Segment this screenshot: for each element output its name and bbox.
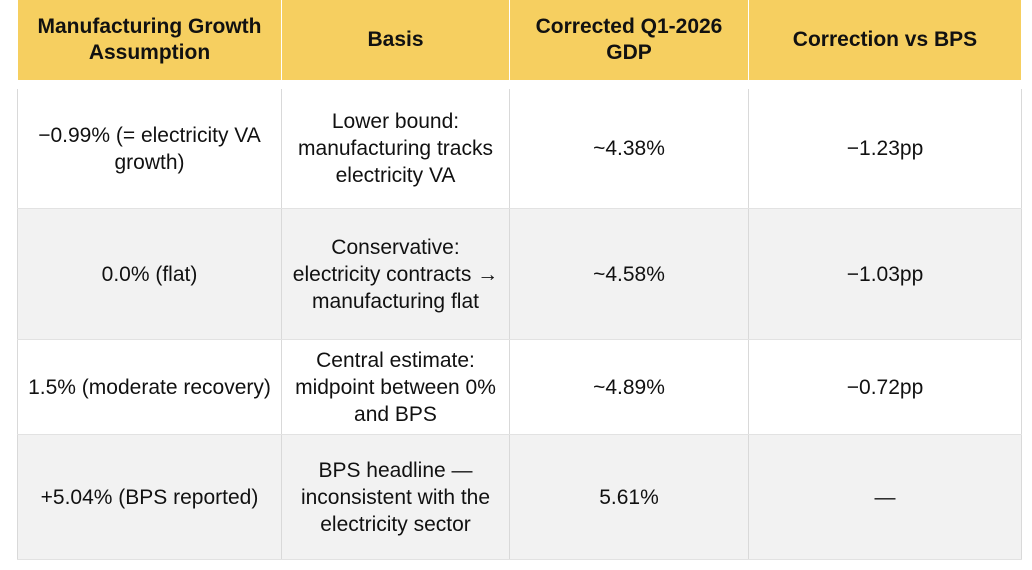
cell-corrected-gdp: ~4.38%	[509, 89, 749, 209]
header-manufacturing-growth-assumption: Manufacturing Growth Assumption	[17, 0, 282, 80]
cell-assumption: 1.5% (moderate recovery)	[17, 339, 282, 435]
gdp-correction-table: Manufacturing Growth Assumption Basis Co…	[17, 0, 1022, 560]
cell-correction: —	[748, 434, 1022, 560]
table-row: 0.0% (flat) Conservative: electricity co…	[17, 208, 1022, 340]
cell-basis: Central estimate: midpoint between 0% an…	[281, 339, 510, 435]
cell-corrected-gdp: ~4.58%	[509, 208, 749, 340]
table-row: +5.04% (BPS reported) BPS headline — inc…	[17, 434, 1022, 560]
header-corrected-gdp: Corrected Q1-2026 GDP	[509, 0, 749, 80]
header-gap-cell	[17, 80, 1022, 89]
cell-correction: −1.23pp	[748, 89, 1022, 209]
cell-corrected-gdp: ~4.89%	[509, 339, 749, 435]
table-row: 1.5% (moderate recovery) Central estimat…	[17, 339, 1022, 435]
table-row: −0.99% (= electricity VA growth) Lower b…	[17, 89, 1022, 209]
header-gap	[17, 80, 1022, 89]
cell-corrected-gdp: 5.61%	[509, 434, 749, 560]
cell-correction: −1.03pp	[748, 208, 1022, 340]
cell-assumption: +5.04% (BPS reported)	[17, 434, 282, 560]
header-correction-vs-bps: Correction vs BPS	[748, 0, 1022, 80]
cell-assumption: 0.0% (flat)	[17, 208, 282, 340]
cell-basis: Conservative: electricity contracts → ma…	[281, 208, 510, 340]
header-basis: Basis	[281, 0, 510, 80]
cell-correction: −0.72pp	[748, 339, 1022, 435]
cell-basis: Lower bound: manufacturing tracks electr…	[281, 89, 510, 209]
cell-assumption: −0.99% (= electricity VA growth)	[17, 89, 282, 209]
header-row: Manufacturing Growth Assumption Basis Co…	[17, 0, 1022, 80]
cell-basis: BPS headline — inconsistent with the ele…	[281, 434, 510, 560]
table-body: −0.99% (= electricity VA growth) Lower b…	[17, 80, 1022, 560]
table-header: Manufacturing Growth Assumption Basis Co…	[17, 0, 1022, 80]
